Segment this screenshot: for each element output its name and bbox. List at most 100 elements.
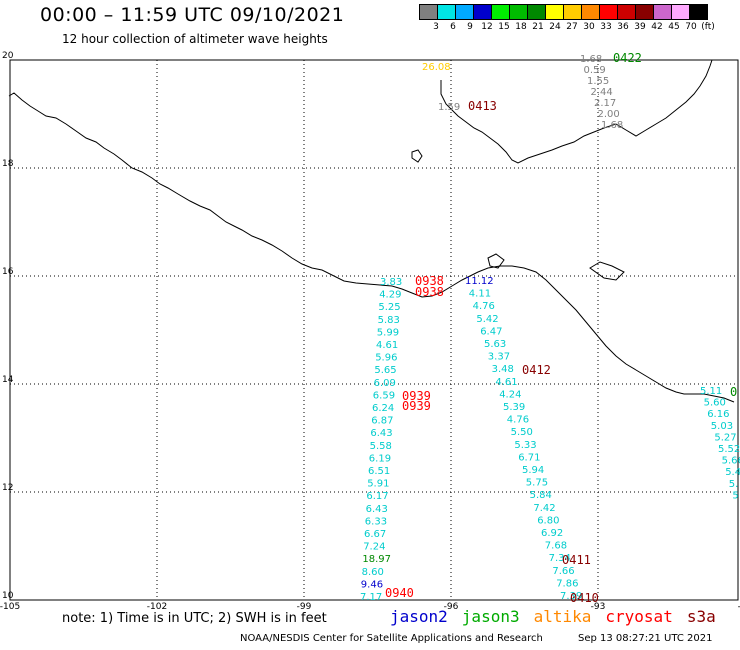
legend-label: 30 (583, 22, 595, 32)
pass-time: 0938 (415, 274, 444, 288)
swh-value: 6.16 (707, 409, 729, 420)
pass-time: 0413 (468, 99, 497, 113)
swh-value: 2.44 (591, 87, 613, 98)
swh-value: 2.17 (594, 98, 616, 109)
swh-value: 3.37 (488, 352, 510, 363)
swh-value: 7.24 (363, 542, 385, 553)
swh-value: 5.66 (722, 456, 740, 467)
swh-value: 11.12 (465, 276, 494, 287)
swh-value: 4.61 (376, 340, 398, 351)
longitude-label: -90 (738, 602, 740, 612)
swh-value: 2.00 (598, 109, 620, 120)
swh-value: 5.03 (711, 421, 733, 432)
swh-value: 7.42 (533, 503, 555, 514)
swh-value: 6.33 (365, 516, 387, 527)
swh-value: 7.34 (549, 553, 571, 564)
swh-value: 1.68 (580, 54, 602, 65)
legend-label: 45 (668, 22, 680, 32)
longitude-label: -99 (297, 602, 312, 612)
swh-value: 3.83 (380, 277, 402, 288)
swh-value: 6.71 (518, 452, 540, 463)
swh-value: 6.80 (537, 515, 559, 526)
latitude-label: 10 (2, 591, 14, 601)
track-jason-cyan-right: 5.115.606.165.035.275.525.665.45.5 (700, 386, 740, 501)
swh-value: 5.39 (503, 402, 525, 413)
swh-value: 7.17 (360, 592, 382, 603)
swh-value: 18.97 (362, 554, 391, 565)
swh-value: 5.94 (522, 465, 544, 476)
pass-time: 0422 (613, 51, 642, 65)
footer-credit: NOAA/NESDIS Center for Satellite Applica… (240, 633, 543, 644)
swh-value: 5.65 (374, 365, 396, 376)
coastline-lake (487, 253, 505, 269)
pass-time: 0411 (562, 553, 591, 567)
legend-label: 36 (617, 22, 629, 32)
color-legend: 3 6 9 12 15 18 21 24 27 30 33 36 39 42 45 70 (ft) (419, 4, 715, 34)
longitude-label: -93 (591, 602, 606, 612)
footer-timestamp: Sep 13 08:27:21 UTC 2021 (578, 633, 713, 644)
swh-value: 5.84 (530, 490, 552, 501)
swh-value: 5.91 (367, 479, 389, 490)
swh-value: 26.08 (422, 62, 451, 73)
latitude-label: 20 (2, 51, 14, 61)
pass-time: 0939 (402, 389, 431, 403)
mission-jason2: jason2 (390, 607, 448, 626)
legend-unit: (ft) (701, 22, 715, 32)
swh-value: 1.59 (438, 102, 460, 113)
longitude-label: -105 (0, 602, 20, 612)
swh-value: 0.59 (584, 65, 606, 76)
legend-label: 27 (566, 22, 578, 32)
swh-value: 5.60 (704, 398, 726, 409)
legend-swatch (689, 4, 708, 20)
pass-time: 0938 (415, 285, 444, 299)
swh-value: 5.33 (514, 440, 536, 451)
swh-value: 6.43 (370, 428, 392, 439)
swh-value: 1.55 (587, 76, 609, 87)
legend-label: 21 (532, 22, 544, 32)
legend-label: 33 (600, 22, 612, 32)
latitude-label: 18 (2, 159, 14, 169)
pass-time: 0412 (522, 363, 551, 377)
swh-value: 4.29 (379, 290, 401, 301)
coastline-gulf (440, 59, 713, 164)
legend-labels: 3 6 9 12 15 18 21 24 27 30 33 36 39 42 45 70 (ft) (420, 20, 715, 34)
swh-value: 5.27 (714, 432, 736, 443)
legend-swatches (419, 4, 708, 20)
swh-value: 8.60 (362, 567, 384, 578)
swh-value: 5.99 (377, 327, 399, 338)
mission-jason3: jason3 (461, 607, 520, 626)
mission-s3a: s3a (686, 607, 716, 626)
coastline-islet (411, 149, 423, 163)
pass-time: 0939 (402, 399, 431, 413)
swh-value: 5.58 (370, 441, 392, 452)
swh-value: 6.24 (372, 403, 394, 414)
track-jason-cyan-left: 3.83 4.295.25 5.835.99 4.61 5.965.65 6.096.59… (360, 277, 402, 603)
track-jason-cyan-mid: 11.124.114.765.426.475.633.373.484.614.2… (465, 276, 582, 602)
swh-value: 6.67 (364, 529, 386, 540)
swh-value: 6.47 (480, 326, 502, 337)
mission-cryosat: cryosat (605, 607, 673, 626)
swh-value: 6.92 (541, 528, 563, 539)
map-subtitle: 12 hour collection of altimeter wave hei… (62, 32, 328, 46)
longitude-label: -96 (444, 602, 459, 612)
swh-value: 5.52 (718, 444, 740, 455)
swh-value: 6.87 (371, 416, 393, 427)
legend-label: 15 (498, 22, 510, 32)
map-title: 00:00 – 11:59 UTC 09/10/2021 (40, 4, 345, 26)
mission-legend: jason2 jason3 altika cryosat s3a (390, 607, 730, 626)
swh-value: 7.68 (545, 541, 567, 552)
legend-label: 70 (685, 22, 697, 32)
swh-value: 6.43 (366, 504, 388, 515)
pass-time: 0410 (570, 591, 599, 605)
swh-value: 4.76 (507, 415, 529, 426)
swh-value: 7.66 (552, 566, 574, 577)
swh-value: 4.24 (499, 389, 521, 400)
latitude-label: 14 (2, 375, 14, 385)
swh-value: 5.83 (378, 315, 400, 326)
legend-label: 6 (450, 22, 456, 32)
latitude-label: 12 (2, 483, 13, 493)
legend-label: 12 (481, 22, 493, 32)
swh-value: 6.19 (369, 453, 391, 464)
swh-value: 5.42 (476, 314, 498, 325)
